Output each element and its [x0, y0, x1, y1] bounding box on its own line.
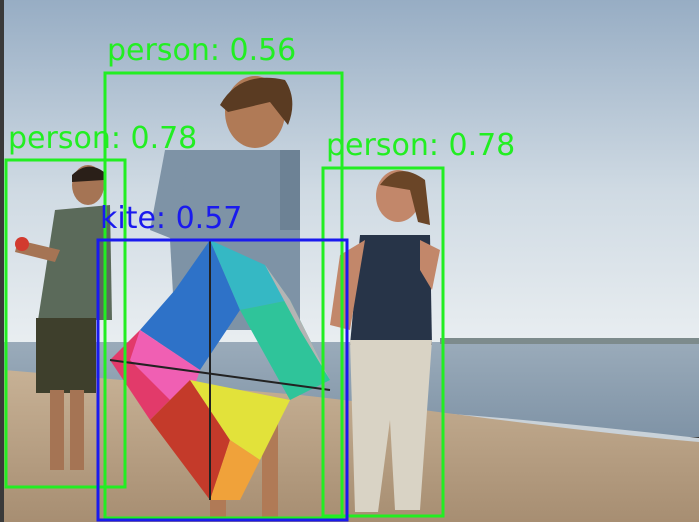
detection-box-kite: [96, 238, 349, 522]
detection-box-person-right: [321, 166, 445, 518]
detection-label-person-center: person: 0.56: [107, 33, 296, 68]
detection-label-person-left: person: 0.78: [8, 121, 197, 156]
detection-box-person-center: [103, 71, 344, 520]
person-left-figure: [15, 165, 112, 470]
kite-figure: [109, 240, 331, 500]
person-right-figure: [330, 170, 440, 512]
detection-label-kite: kite: 0.57: [100, 201, 242, 236]
distant-land: [440, 338, 699, 344]
detection-label-person-right: person: 0.78: [326, 128, 515, 163]
detection-box-person-left: [4, 158, 127, 489]
image-left-border: [0, 0, 4, 522]
